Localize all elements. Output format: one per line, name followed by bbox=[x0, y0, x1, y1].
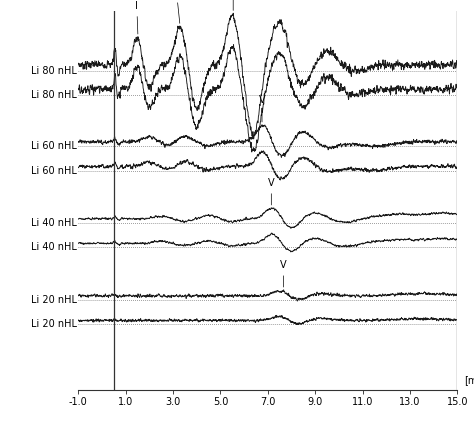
Text: Li 40 nHL: Li 40 nHL bbox=[31, 218, 77, 228]
Text: V: V bbox=[230, 0, 237, 10]
Text: Li 40 nHL: Li 40 nHL bbox=[31, 242, 77, 252]
Text: Li 20 nHL: Li 20 nHL bbox=[31, 295, 77, 305]
Text: Li 20 nHL: Li 20 nHL bbox=[31, 320, 77, 329]
Text: [ms]: [ms] bbox=[465, 375, 474, 385]
Text: Li 60 nHL: Li 60 nHL bbox=[31, 166, 77, 176]
Text: III: III bbox=[172, 0, 181, 23]
Text: V: V bbox=[280, 260, 287, 287]
Text: V: V bbox=[268, 178, 274, 205]
Text: V: V bbox=[259, 95, 265, 122]
Text: I: I bbox=[136, 1, 138, 34]
Text: Li 80 nHL: Li 80 nHL bbox=[31, 66, 77, 76]
Text: Li 80 nHL: Li 80 nHL bbox=[31, 90, 77, 101]
Text: Li 60 nHL: Li 60 nHL bbox=[31, 141, 77, 151]
